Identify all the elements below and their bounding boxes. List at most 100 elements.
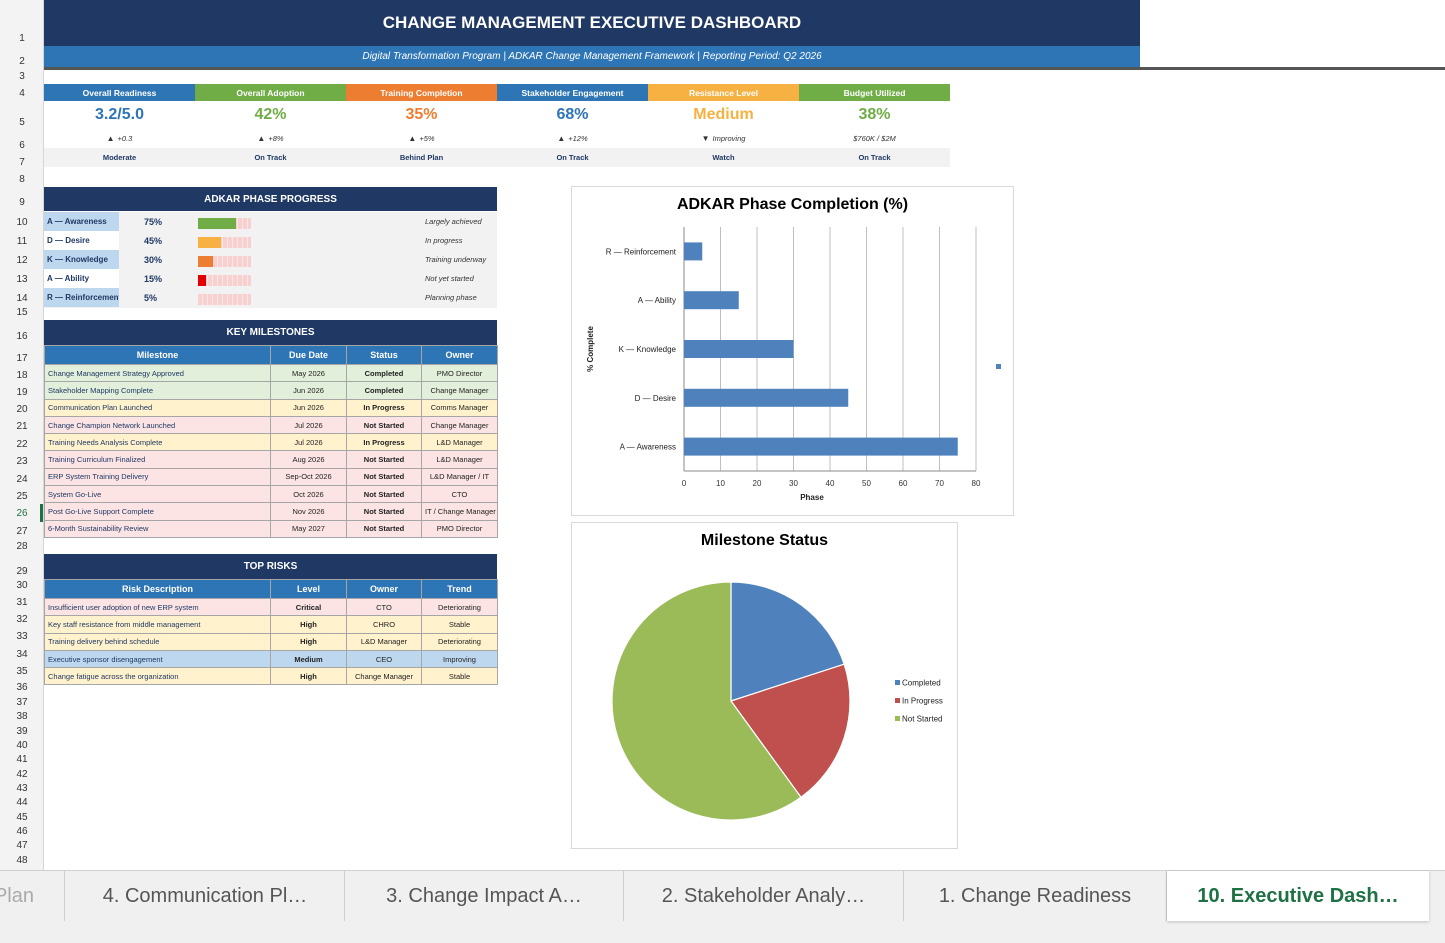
table-cell[interactable]: PMO Director: [421, 363, 498, 383]
table-cell[interactable]: System Go-Live: [44, 485, 271, 504]
sheet-tab[interactable]: 3. Change Impact A…: [345, 871, 624, 921]
adkar-bar-chart[interactable]: ADKAR Phase Completion (%) 0 10 20 30 40 50 60…: [571, 186, 1014, 516]
column-header[interactable]: Level: [270, 579, 347, 599]
table-cell[interactable]: Critical: [270, 597, 347, 617]
table-cell[interactable]: Change fatigue across the organization: [44, 667, 271, 686]
table-cell[interactable]: Communication Plan Launched: [44, 398, 271, 417]
table-cell[interactable]: CHRO: [346, 615, 422, 634]
column-header[interactable]: Trend: [421, 579, 498, 599]
table-cell[interactable]: High: [270, 615, 347, 634]
table-cell[interactable]: Not Started: [346, 519, 422, 538]
row-number[interactable]: 29: [16, 566, 28, 577]
row-number[interactable]: 18: [16, 370, 28, 381]
row-number[interactable]: 44: [16, 797, 28, 808]
row-number[interactable]: 31: [16, 597, 28, 608]
row-number[interactable]: 1: [19, 33, 25, 44]
table-cell[interactable]: 6-Month Sustainability Review: [44, 519, 271, 538]
row-number[interactable]: 25: [16, 491, 28, 502]
row-number[interactable]: 12: [16, 255, 28, 266]
spreadsheet-sheet[interactable]: 1 2 3 4 5 6 7 8 9 10 11 12 13 14 15 16 17 18 19 20 21 22 23 24 2…: [0, 0, 1445, 870]
row-number[interactable]: 7: [19, 157, 25, 168]
row-number[interactable]: 3: [19, 71, 25, 82]
row-number[interactable]: 19: [16, 387, 28, 398]
table-cell[interactable]: Deteriorating: [421, 632, 498, 651]
row-number[interactable]: 47: [16, 840, 28, 851]
table-cell[interactable]: May 2026: [270, 363, 347, 383]
table-cell[interactable]: Improving: [421, 649, 498, 669]
table-cell[interactable]: Jun 2026: [270, 398, 347, 417]
row-number[interactable]: 35: [16, 666, 28, 677]
row-number[interactable]: 21: [16, 421, 28, 432]
row-number[interactable]: 32: [16, 614, 28, 625]
row-number[interactable]: 43: [16, 783, 28, 794]
column-header[interactable]: Owner: [346, 579, 422, 599]
table-cell[interactable]: Deteriorating: [421, 597, 498, 617]
row-number[interactable]: 13: [16, 274, 28, 285]
row-number[interactable]: 14: [16, 293, 28, 304]
table-cell[interactable]: High: [270, 667, 347, 686]
table-cell[interactable]: L&D Manager: [421, 450, 498, 469]
table-cell[interactable]: Change Manager: [346, 667, 422, 686]
row-number[interactable]: 40: [16, 740, 28, 751]
table-cell[interactable]: CTO: [421, 485, 498, 504]
table-cell[interactable]: Stable: [421, 615, 498, 634]
row-number[interactable]: 22: [16, 439, 28, 450]
table-cell[interactable]: Jul 2026: [270, 415, 347, 435]
row-number[interactable]: 6: [19, 140, 25, 151]
row-number[interactable]: 33: [16, 631, 28, 642]
row-number[interactable]: 48: [16, 855, 28, 866]
row-number[interactable]: 46: [16, 826, 28, 837]
table-cell[interactable]: Oct 2026: [270, 485, 347, 504]
row-number[interactable]: 4: [19, 88, 25, 99]
table-cell[interactable]: May 2027: [270, 519, 347, 538]
row-number[interactable]: 2: [19, 56, 25, 67]
table-cell[interactable]: L&D Manager / IT: [421, 467, 498, 487]
table-cell[interactable]: Post Go-Live Support Complete: [44, 502, 271, 521]
table-cell[interactable]: L&D Manager: [346, 632, 422, 651]
table-cell[interactable]: In Progress: [346, 398, 422, 417]
row-number[interactable]: 11: [16, 236, 28, 247]
row-number[interactable]: 27: [16, 526, 28, 537]
table-cell[interactable]: Training Curriculum Finalized: [44, 450, 271, 469]
row-number[interactable]: 23: [16, 456, 28, 467]
table-cell[interactable]: ERP System Training Delivery: [44, 467, 271, 487]
table-cell[interactable]: Not Started: [346, 485, 422, 504]
row-number[interactable]: 30: [16, 580, 28, 591]
row-number[interactable]: 34: [16, 649, 28, 660]
table-cell[interactable]: Training delivery behind schedule: [44, 632, 271, 651]
sheet-tab[interactable]: 2. Stakeholder Analy…: [624, 871, 904, 921]
row-number[interactable]: 20: [16, 404, 28, 415]
freeze-pane-divider[interactable]: [44, 67, 1445, 70]
milestone-pie-chart[interactable]: Milestone Status Completed In Progress Not…: [571, 522, 958, 849]
row-number[interactable]: 24: [16, 474, 28, 485]
table-cell[interactable]: Change Management Strategy Approved: [44, 363, 271, 383]
table-cell[interactable]: In Progress: [346, 433, 422, 452]
column-header[interactable]: Milestone: [44, 345, 271, 365]
table-cell[interactable]: Change Manager: [421, 381, 498, 400]
sheet-tab[interactable]: Plan: [0, 871, 65, 921]
table-cell[interactable]: Training Needs Analysis Complete: [44, 433, 271, 452]
table-cell[interactable]: Change Manager: [421, 415, 498, 435]
table-cell[interactable]: Not Started: [346, 450, 422, 469]
table-cell[interactable]: Comms Manager: [421, 398, 498, 417]
row-number[interactable]: 28: [16, 541, 28, 552]
table-cell[interactable]: Insufficient user adoption of new ERP sy…: [44, 597, 271, 617]
row-number[interactable]: 45: [16, 812, 28, 823]
row-number[interactable]: 17: [16, 353, 28, 364]
table-cell[interactable]: High: [270, 632, 347, 651]
table-cell[interactable]: Not Started: [346, 415, 422, 435]
row-number[interactable]: 9: [19, 197, 25, 208]
table-cell[interactable]: Not Started: [346, 467, 422, 487]
column-header[interactable]: Status: [346, 345, 422, 365]
table-cell[interactable]: Stakeholder Mapping Complete: [44, 381, 271, 400]
row-number[interactable]: 8: [19, 174, 25, 185]
row-number[interactable]: 37: [16, 697, 28, 708]
row-number[interactable]: 16: [16, 331, 28, 342]
table-cell[interactable]: Jun 2026: [270, 381, 347, 400]
column-header[interactable]: Risk Description: [44, 579, 271, 599]
table-cell[interactable]: CEO: [346, 649, 422, 669]
table-cell[interactable]: Completed: [346, 381, 422, 400]
row-number[interactable]: 15: [16, 307, 28, 318]
row-number[interactable]: 41: [16, 754, 28, 765]
sheet-tab[interactable]: 4. Communication Pl…: [66, 871, 345, 921]
